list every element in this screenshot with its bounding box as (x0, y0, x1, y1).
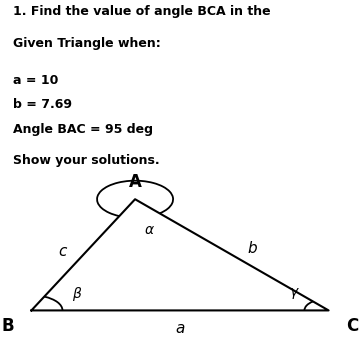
Text: a = 10: a = 10 (13, 74, 58, 87)
Text: β: β (72, 286, 81, 300)
Text: c: c (58, 244, 67, 259)
Text: 1. Find the value of angle BCA in the: 1. Find the value of angle BCA in the (13, 5, 270, 18)
Text: A: A (129, 173, 141, 191)
Text: b = 7.69: b = 7.69 (13, 98, 72, 111)
Text: a: a (175, 322, 185, 337)
Text: Angle BAC = 95 deg: Angle BAC = 95 deg (13, 123, 153, 136)
Text: γ: γ (290, 285, 298, 299)
Text: Given Triangle when:: Given Triangle when: (13, 37, 160, 50)
Text: α: α (144, 223, 153, 237)
Text: b: b (248, 240, 257, 256)
Text: B: B (1, 317, 14, 335)
Text: C: C (346, 317, 358, 335)
Text: Show your solutions.: Show your solutions. (13, 154, 159, 167)
